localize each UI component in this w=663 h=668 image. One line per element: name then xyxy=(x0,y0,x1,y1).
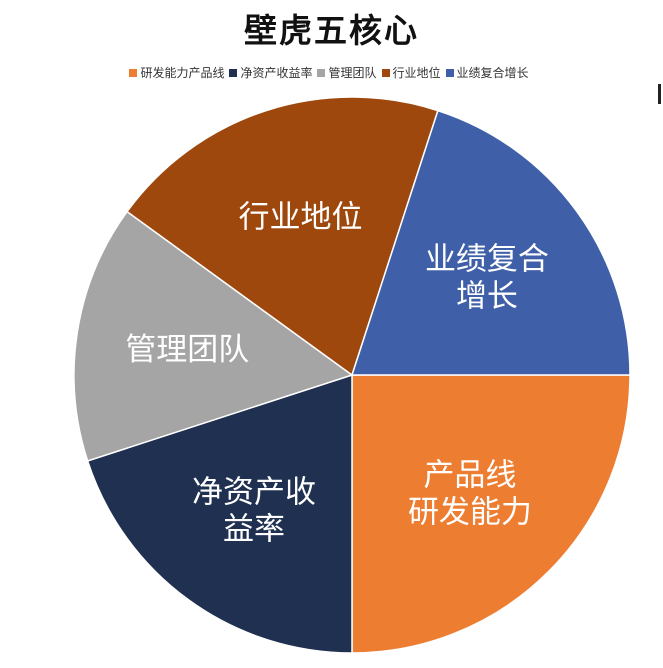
legend-label: 管理团队 xyxy=(328,66,377,80)
pie-slice xyxy=(350,109,631,376)
legend-item: 净资产收益率 xyxy=(229,64,312,81)
edge-mark xyxy=(658,84,661,104)
pie-slice-label: 净资产收益率 xyxy=(192,474,316,547)
pie-slice-label: 业绩复合增长 xyxy=(425,241,549,314)
pie-slice-label: 管理团队 xyxy=(125,332,249,368)
pie-slice xyxy=(126,96,439,377)
legend-item: 管理团队 xyxy=(317,64,377,81)
chart-title: 壁虎五核心 xyxy=(244,11,419,50)
pie-slice-label: 产品线研发能力 xyxy=(408,457,532,530)
legend-swatch xyxy=(129,68,138,77)
pie-slice xyxy=(86,373,353,654)
pie-slice xyxy=(73,210,354,462)
legend-swatch xyxy=(229,68,238,77)
legend-swatch xyxy=(317,68,326,77)
chart-legend: 研发能力产品线 净资产收益率 管理团队 行业地位 业绩复合增长 xyxy=(0,64,663,81)
legend-item: 业绩复合增长 xyxy=(445,64,529,81)
pie-slice xyxy=(351,374,631,654)
legend-label: 业绩复合增长 xyxy=(456,66,529,80)
legend-item: 行业地位 xyxy=(381,64,441,81)
legend-swatch xyxy=(381,68,390,77)
legend-label: 净资产收益率 xyxy=(240,66,313,80)
pie-slice-label: 行业地位 xyxy=(238,199,362,235)
legend-label: 研发能力产品线 xyxy=(140,66,225,80)
legend-label: 行业地位 xyxy=(392,66,441,80)
legend-swatch xyxy=(445,68,454,77)
legend-item: 研发能力产品线 xyxy=(129,64,224,81)
pie-slices xyxy=(73,96,631,654)
